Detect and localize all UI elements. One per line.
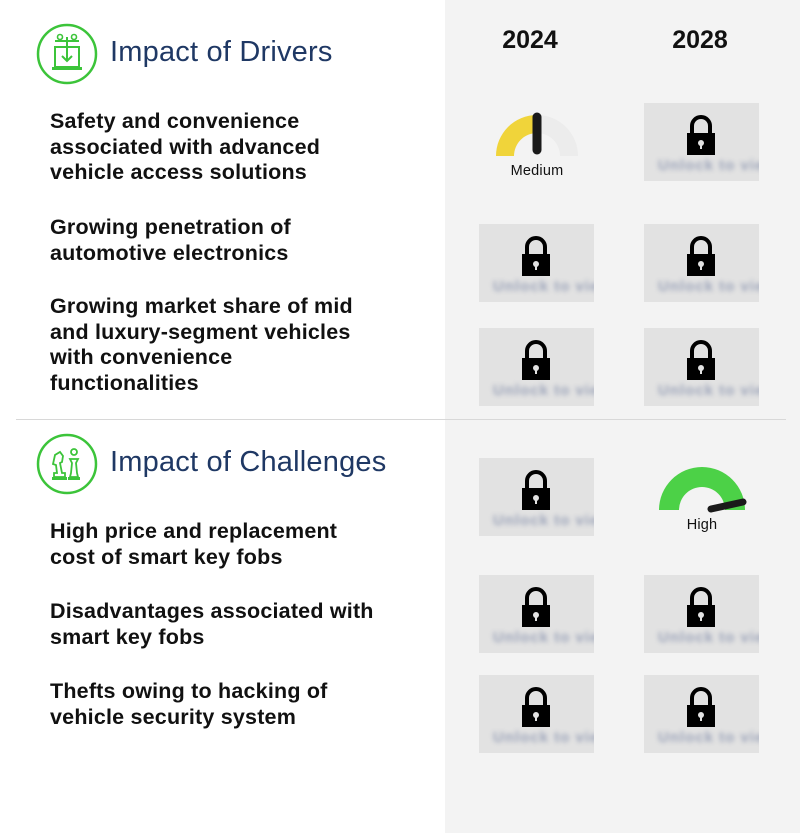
locked-blur-text: Unlock to view — [493, 629, 594, 646]
driver-factor-1-line-3: vehicle access solutions — [50, 160, 307, 184]
challenge-factor-3-line-1: Thefts owing to hacking of — [50, 679, 328, 703]
driver-factor-2-line-2: automotive electronics — [50, 240, 289, 265]
driver-factor-1: Safety and convenience associated with a… — [50, 109, 400, 186]
challenge-factor-3: Thefts owing to hacking of vehicle secur… — [50, 679, 400, 730]
driver-factor-3: Growing market share of mid and luxury-s… — [50, 294, 400, 396]
impact-gauge-high: High — [647, 462, 757, 542]
challenge-factor-1-line-2: cost of smart key fobs — [50, 544, 283, 569]
year-header-2028: 2028 — [672, 26, 728, 54]
challenge-factor-2: Disadvantages associated with smart key … — [50, 599, 400, 650]
year-header-2024: 2024 — [502, 26, 558, 54]
gauge-high-label: High — [686, 517, 718, 533]
gauge-medium-arc — [496, 112, 578, 156]
driver-factor-1-line-2: associated with advanced — [50, 134, 321, 159]
challenges-title: Impact of Challenges — [110, 446, 387, 478]
locked-blur-text: Unlock to view — [493, 278, 594, 295]
challenge-factor-3-line-2: vehicle security system — [50, 704, 297, 729]
challenges-icon — [36, 433, 98, 495]
lock-icon — [522, 236, 550, 276]
locked-cell-driver3-2024[interactable]: Unlock to view — [479, 328, 594, 406]
locked-cell-driver2-2024[interactable]: Unlock to view — [479, 224, 594, 302]
driver-factor-3-line-1: Growing market share of mid — [50, 294, 353, 318]
locked-cell-challenge3-2024[interactable]: Unlock to view — [479, 675, 594, 753]
gauge-high-arc — [659, 467, 747, 513]
locked-blur-text: Unlock to view — [493, 382, 594, 399]
locked-blur-text: Unlock to view — [493, 729, 594, 746]
driver-factor-3-line-4: functionalities — [50, 370, 199, 395]
challenge-factor-1-line-1: High price and replacement — [50, 519, 338, 543]
impact-gauge-medium: Medium — [482, 108, 592, 188]
driver-factor-2-line-1: Growing penetration of — [50, 215, 291, 239]
locked-blur-text: Unlock to view — [658, 157, 759, 174]
locked-cell-challenge3-2028[interactable]: Unlock to view — [644, 675, 759, 753]
lock-icon — [687, 115, 715, 155]
lock-icon — [687, 340, 715, 380]
locked-blur-text: Unlock to view — [658, 278, 759, 295]
gauge-medium-label: Medium — [510, 163, 564, 179]
lock-icon — [522, 470, 550, 510]
challenge-factor-1: High price and replacement cost of smart… — [50, 519, 400, 570]
driver-factor-3-line-3: with convenience — [50, 345, 233, 369]
lock-icon — [522, 340, 550, 380]
challenge-factor-2-line-2: smart key fobs — [50, 624, 205, 649]
locked-cell-challenge2-2028[interactable]: Unlock to view — [644, 575, 759, 653]
driver-factor-1-line-1: Safety and convenience — [50, 109, 300, 133]
driver-factor-3-line-2: and luxury-segment vehicles — [50, 319, 351, 344]
drivers-icon — [36, 23, 98, 85]
lock-icon — [687, 687, 715, 727]
drivers-title: Impact of Drivers — [110, 36, 333, 68]
locked-blur-text: Unlock to view — [658, 729, 759, 746]
lock-icon — [522, 587, 550, 627]
lock-icon — [687, 587, 715, 627]
locked-cell-driver2-2028[interactable]: Unlock to view — [644, 224, 759, 302]
locked-blur-text: Unlock to view — [658, 629, 759, 646]
locked-cell-challenge2-2024[interactable]: Unlock to view — [479, 575, 594, 653]
lock-icon — [522, 687, 550, 727]
lock-icon — [687, 236, 715, 276]
locked-blur-text: Unlock to view — [493, 512, 594, 529]
locked-cell-driver3-2028[interactable]: Unlock to view — [644, 328, 759, 406]
driver-factor-2: Growing penetration of automotive electr… — [50, 215, 400, 266]
locked-cell-challenge1-2024[interactable]: Unlock to view — [479, 458, 594, 536]
locked-blur-text: Unlock to view — [658, 382, 759, 399]
locked-cell-driver1-2028[interactable]: Unlock to view — [644, 103, 759, 181]
section-divider — [16, 419, 786, 420]
challenge-factor-2-line-1: Disadvantages associated with — [50, 599, 374, 623]
